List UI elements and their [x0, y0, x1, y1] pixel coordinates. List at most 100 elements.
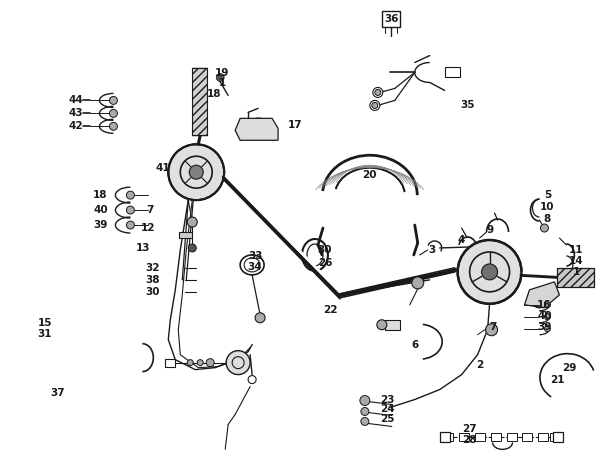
Polygon shape: [490, 433, 501, 441]
Text: 18: 18: [207, 89, 222, 99]
Text: 29: 29: [562, 362, 577, 372]
Polygon shape: [165, 359, 175, 367]
Circle shape: [168, 144, 224, 200]
Circle shape: [373, 87, 383, 97]
Text: 18: 18: [93, 190, 107, 200]
Text: 20: 20: [362, 170, 377, 180]
Circle shape: [458, 240, 521, 304]
Text: 16: 16: [537, 300, 552, 310]
Circle shape: [189, 165, 203, 179]
Text: 21: 21: [550, 375, 565, 385]
Text: 38: 38: [145, 275, 160, 285]
Text: 26: 26: [317, 258, 332, 268]
Circle shape: [486, 324, 498, 336]
Circle shape: [544, 326, 551, 332]
Circle shape: [361, 408, 369, 416]
Text: 39: 39: [93, 220, 107, 230]
Circle shape: [206, 359, 214, 367]
Polygon shape: [459, 433, 469, 441]
Text: 39: 39: [537, 322, 552, 332]
Circle shape: [109, 109, 117, 117]
Circle shape: [375, 89, 381, 95]
Text: 6: 6: [411, 340, 418, 350]
Circle shape: [481, 264, 498, 280]
Text: 14: 14: [569, 256, 584, 266]
Circle shape: [226, 351, 250, 375]
Circle shape: [126, 206, 134, 214]
Text: 27: 27: [463, 425, 477, 435]
Polygon shape: [475, 433, 484, 441]
Text: 15: 15: [38, 318, 52, 328]
Circle shape: [188, 244, 196, 252]
Circle shape: [126, 221, 134, 229]
Polygon shape: [179, 232, 192, 238]
Circle shape: [197, 360, 203, 366]
Text: 7: 7: [147, 205, 154, 215]
Circle shape: [540, 224, 549, 232]
Polygon shape: [524, 282, 560, 308]
Circle shape: [188, 360, 193, 366]
Circle shape: [544, 314, 551, 320]
Text: 2: 2: [476, 360, 483, 370]
Text: 1: 1: [219, 78, 226, 88]
Text: 5: 5: [544, 190, 551, 200]
Text: 28: 28: [463, 436, 477, 446]
Text: 35: 35: [460, 100, 475, 110]
Text: 36: 36: [385, 14, 399, 24]
Polygon shape: [382, 10, 400, 27]
Polygon shape: [439, 432, 450, 442]
Text: 4: 4: [458, 235, 466, 245]
Text: 37: 37: [50, 388, 65, 398]
Text: 11: 11: [569, 245, 583, 255]
Polygon shape: [538, 433, 549, 441]
Circle shape: [361, 418, 369, 426]
Text: 22: 22: [323, 305, 337, 315]
Circle shape: [360, 396, 370, 406]
Text: 30: 30: [145, 287, 160, 297]
Circle shape: [372, 103, 378, 108]
Circle shape: [109, 96, 117, 104]
Circle shape: [370, 100, 380, 110]
Polygon shape: [523, 433, 532, 441]
Text: 32: 32: [145, 263, 160, 273]
Text: 24: 24: [381, 405, 395, 415]
Text: 31: 31: [38, 329, 52, 339]
Circle shape: [109, 123, 117, 130]
Text: 33: 33: [248, 251, 262, 261]
Text: 42: 42: [68, 121, 83, 131]
Text: 7: 7: [489, 322, 497, 332]
Circle shape: [255, 313, 265, 323]
Text: 8: 8: [544, 214, 551, 224]
Text: 41: 41: [155, 163, 169, 173]
Circle shape: [126, 191, 134, 199]
Text: 10: 10: [540, 202, 555, 212]
Polygon shape: [551, 433, 560, 441]
Text: 43: 43: [68, 108, 83, 118]
Text: 1: 1: [573, 267, 580, 277]
Text: 9: 9: [486, 225, 493, 235]
Polygon shape: [385, 320, 400, 330]
Polygon shape: [443, 433, 453, 441]
Circle shape: [188, 217, 197, 227]
Polygon shape: [445, 66, 459, 77]
Text: 19: 19: [215, 68, 229, 78]
Text: 30: 30: [317, 245, 332, 255]
Text: 12: 12: [141, 223, 155, 233]
Circle shape: [412, 277, 424, 289]
Polygon shape: [235, 118, 278, 140]
Text: 34: 34: [248, 262, 262, 272]
Polygon shape: [506, 433, 517, 441]
Circle shape: [377, 320, 387, 330]
Text: 44: 44: [68, 95, 83, 105]
Text: 3: 3: [428, 245, 435, 255]
Text: 13: 13: [136, 243, 151, 253]
Text: 17: 17: [288, 120, 302, 130]
Text: 25: 25: [381, 415, 395, 425]
Circle shape: [544, 302, 551, 308]
Polygon shape: [554, 432, 563, 442]
Text: 40: 40: [537, 311, 552, 321]
Text: 40: 40: [93, 205, 108, 215]
Polygon shape: [192, 68, 207, 135]
Polygon shape: [557, 268, 594, 287]
Text: 23: 23: [381, 395, 395, 405]
